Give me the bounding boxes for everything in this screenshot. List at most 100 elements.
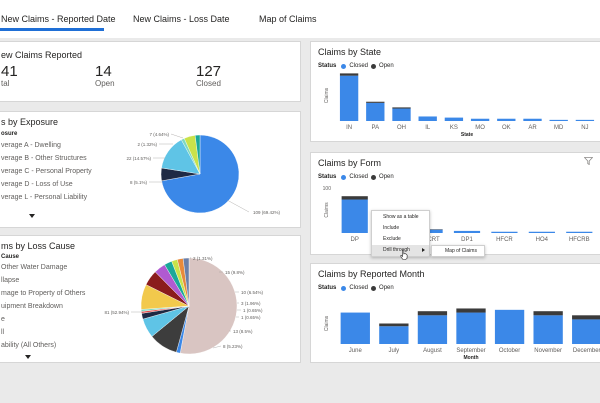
bar-open[interactable] (379, 323, 409, 327)
bar-closed[interactable] (566, 231, 593, 233)
loss-cause-item[interactable]: Other Water Damage (1, 264, 68, 271)
chevron-down-icon[interactable] (29, 214, 35, 218)
loss-cause-item[interactable]: e (1, 316, 5, 323)
chevron-down-icon[interactable] (25, 355, 31, 359)
x-tick-label: OK (502, 125, 511, 131)
exposure-pie-chart[interactable]: 109 (69.42%) 8 (5.1%) 22 (14.57%) 2 (1.32%)… (99, 112, 299, 228)
pie-data-label: 8 (5.1%) (130, 180, 148, 185)
month-bar-chart[interactable]: June July August September October November De… (311, 264, 600, 363)
x-tick-label: July (389, 348, 400, 354)
state-bar-chart[interactable]: IN PA OH IL KS MO OK AR MD NJ Claims State (311, 42, 600, 142)
pie-data-label: 22 (14.57%) (126, 156, 151, 161)
bar-open[interactable] (572, 315, 600, 320)
legend-open[interactable]: Open (379, 285, 394, 291)
exposure-item[interactable]: verage L - Personal Liability (1, 194, 88, 201)
pie-data-label: 109 (69.42%) (253, 210, 281, 215)
menu-item-include[interactable]: Include (383, 225, 400, 231)
form-bar-chart[interactable]: DPHFCRTDP1HFCRHO4HFCRBClaims100 (311, 153, 600, 255)
bar-closed[interactable] (392, 108, 411, 121)
bar-open[interactable] (417, 311, 448, 316)
tab-map-of-claims[interactable]: Map of Claims (259, 14, 317, 24)
pie-leader-line (189, 256, 192, 260)
loss-cause-pie-chart[interactable]: 81 (52.94%) 2 (1.31%) 15 (9.8%) 10 (6.54%) 3… (95, 236, 301, 363)
claims-by-state-card: Claims by State Status Closed Open IN PA O… (310, 41, 600, 142)
loss-cause-item[interactable]: llapse (1, 277, 20, 284)
pie-slice[interactable] (182, 257, 190, 307)
bar-open[interactable] (366, 101, 385, 103)
bar-closed[interactable] (470, 118, 490, 121)
closed-dot-icon (341, 285, 347, 291)
bar-closed[interactable] (340, 312, 370, 344)
bar-closed[interactable] (497, 118, 516, 121)
bar-closed[interactable] (339, 75, 359, 121)
bar-closed[interactable] (379, 326, 409, 344)
tab-loss-date[interactable]: New Claims - Loss Date (133, 14, 230, 24)
kpi-card: ew Claims Reported 41 tal 14 Open 127 Cl… (0, 41, 301, 102)
bar-open[interactable] (456, 308, 486, 313)
exposure-item[interactable]: verage D - Loss of Use (1, 181, 73, 188)
bar-closed[interactable] (494, 309, 525, 344)
state-card-title: Claims by State (318, 47, 382, 57)
legend-open[interactable]: Open (379, 63, 394, 69)
bar-closed[interactable] (523, 118, 542, 121)
x-tick-label: IL (425, 125, 431, 131)
x-tick-label: August (423, 348, 442, 354)
exposure-item[interactable]: verage B - Other Structures (1, 155, 87, 162)
exposure-list-header: osure (1, 131, 18, 137)
pie-slice[interactable] (194, 134, 201, 175)
bar-closed[interactable] (575, 119, 595, 121)
bar-closed[interactable] (572, 319, 600, 344)
bar-closed[interactable] (491, 231, 518, 233)
menu-item-exclude[interactable]: Exclude (383, 236, 401, 242)
bar-closed[interactable] (549, 119, 568, 121)
bar-open[interactable] (533, 311, 563, 316)
loss-cause-card-title: ms by Loss Cause (1, 241, 76, 251)
bar-closed[interactable] (528, 231, 555, 233)
pie-leader-line (226, 199, 250, 213)
exposure-item[interactable]: verage A - Dwelling (1, 142, 61, 149)
loss-cause-item[interactable]: mage to Property of Others (1, 290, 86, 297)
bar-closed[interactable] (533, 315, 563, 344)
legend-closed[interactable]: Closed (349, 174, 369, 180)
menu-item-drill-through[interactable]: Drill through (372, 245, 429, 256)
bar-open[interactable] (392, 107, 411, 109)
x-tick-label: HO4 (536, 237, 549, 243)
bar-closed[interactable] (341, 199, 368, 233)
open-dot-icon (371, 63, 377, 69)
menu-item-map-of-claims[interactable]: Map of Claims (445, 248, 477, 254)
closed-claims-label: Closed (196, 79, 221, 88)
kpi-card-title: ew Claims Reported (1, 50, 83, 60)
bar-closed[interactable] (444, 117, 464, 121)
x-tick-label: MD (554, 125, 564, 131)
state-legend: Status Closed Open (318, 63, 394, 69)
legend-open[interactable]: Open (379, 174, 394, 180)
legend-title: Status (318, 174, 337, 180)
loss-cause-item[interactable]: uipment Breakdown (1, 303, 63, 310)
pie-slice[interactable] (161, 134, 240, 214)
pie-slice[interactable] (179, 257, 238, 355)
loss-cause-item[interactable]: ability (All Others) (1, 342, 57, 349)
x-tick-label: OH (397, 125, 406, 131)
bar-closed[interactable] (418, 116, 437, 121)
tab-reported-date[interactable]: New Claims - Reported Date (1, 14, 116, 24)
legend-closed[interactable]: Closed (349, 63, 369, 69)
y-axis-label: Claims (324, 202, 330, 218)
bar-closed[interactable] (417, 315, 448, 344)
loss-cause-item[interactable]: ll (1, 329, 5, 336)
bar-closed[interactable] (453, 230, 481, 233)
exposure-item[interactable]: verage C - Personal Property (1, 168, 92, 175)
x-tick-label: October (499, 348, 520, 354)
x-tick-label: November (534, 348, 562, 354)
open-claims-label: Open (95, 79, 115, 88)
bar-closed[interactable] (366, 102, 385, 121)
legend-closed[interactable]: Closed (349, 285, 369, 291)
bar-open[interactable] (341, 196, 368, 200)
menu-item-show-as-table[interactable]: Show as a table (383, 214, 419, 220)
closed-dot-icon (341, 63, 347, 69)
bar-closed[interactable] (456, 312, 486, 344)
y-tick-label: 100 (323, 186, 332, 192)
pie-data-label: 1 (0.65%) (243, 308, 263, 313)
bar-open[interactable] (339, 73, 359, 76)
open-dot-icon (371, 174, 377, 180)
filter-icon[interactable] (584, 157, 593, 165)
